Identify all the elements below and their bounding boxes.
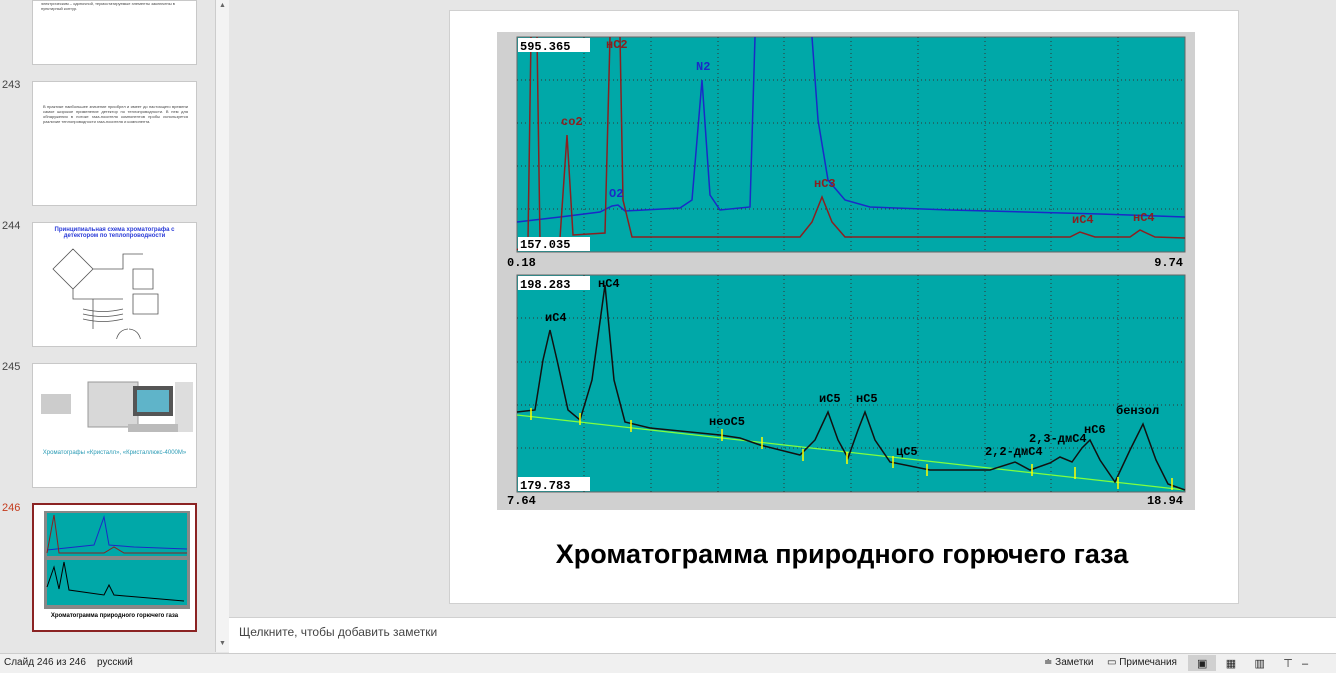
schematic	[52, 248, 159, 346]
peak-label: нС3	[814, 177, 836, 191]
peak-label: O2	[609, 187, 623, 201]
axis-label: 179.783	[520, 479, 570, 493]
thumbnail[interactable]: электрическим – одиночной, термостатируе…	[32, 0, 197, 65]
peak-label: нС4	[1133, 211, 1155, 225]
scrollbar[interactable]: ▲ ▼	[215, 0, 229, 652]
photo	[41, 381, 193, 432]
language[interactable]: русский	[97, 657, 133, 668]
mini-chromatogram	[44, 511, 190, 609]
axis-label: 9.74	[1154, 256, 1183, 270]
view-icons[interactable]: ▣ ▦ ▥ ⊤ –	[1197, 658, 1309, 670]
slide: 595.365 157.035 0.18 9.74 со2 нС2 N2 O2 …	[449, 10, 1239, 604]
peak-label: неоС5	[709, 415, 745, 429]
comments-button[interactable]: ▭ Примечания	[1107, 657, 1177, 668]
slide-number: 244	[2, 220, 21, 232]
peak-label: N2	[696, 60, 710, 74]
peak-label: иС4	[1072, 213, 1094, 227]
notes-button[interactable]: ≐ Заметки	[1044, 657, 1094, 668]
peak-label: 2,2-дмС4	[985, 445, 1043, 459]
peak-label: бензол	[1116, 403, 1159, 418]
thumbnail-selected[interactable]: Хроматограмма природного горючего газа	[32, 503, 197, 632]
status-bar	[0, 653, 1336, 673]
slide-number: 245	[2, 361, 21, 373]
button-label: Заметки	[1055, 657, 1094, 668]
peak-label: нС6	[1084, 423, 1106, 437]
thumbnail-text: В практике наибольшее значение приобрел …	[43, 104, 188, 124]
thumbnail[interactable]: Принципиальная схема хроматографа с дете…	[32, 222, 197, 347]
notes-placeholder: Щелкните, чтобы добавить заметки	[239, 625, 438, 639]
slide-counter: Слайд 246 из 246	[4, 657, 86, 668]
peak-label: цС5	[896, 445, 918, 459]
peak-label: нС4	[598, 277, 620, 291]
thumbnail-caption: Хроматограмма природного горючего газа	[50, 613, 179, 619]
slide-number: 243	[2, 79, 21, 91]
peak-label: нС5	[856, 392, 878, 406]
axis-label: 595.365	[520, 40, 570, 54]
thumbnail-caption: Хроматографы «Кристалл», «Кристаллюкс-40…	[42, 450, 187, 456]
thumbnail[interactable]: В практике наибольшее значение приобрел …	[32, 81, 197, 206]
slide-title: Хроматограмма природного горючего газа	[556, 539, 1129, 569]
peak-label: 2,3-дмС4	[1029, 432, 1087, 446]
peak-label: нС2	[606, 38, 628, 52]
axis-label: 0.18	[507, 256, 536, 270]
axis-label: 7.64	[507, 494, 536, 508]
thumbnail-text: электрическим – одиночной, термостатируе…	[41, 1, 175, 11]
peak-label: иС5	[819, 392, 841, 406]
chromatogram-image: 595.365 157.035 0.18 9.74 со2 нС2 N2 O2 …	[497, 32, 1195, 569]
axis-label: 157.035	[520, 238, 570, 252]
notes-pane[interactable]: Щелкните, чтобы добавить заметки	[229, 617, 1336, 654]
slide-number: 246	[2, 502, 21, 514]
thumbnail[interactable]: Хроматографы «Кристалл», «Кристаллюкс-40…	[32, 363, 197, 488]
axis-label: 18.94	[1147, 494, 1183, 508]
axis-label: 198.283	[520, 278, 570, 292]
normal-view-button[interactable]	[1188, 655, 1216, 671]
button-label: Примечания	[1119, 657, 1177, 668]
peak-label: иС4	[545, 311, 567, 325]
peak-label: со2	[561, 115, 583, 129]
thumbnail-title: Принципиальная схема хроматографа с дете…	[54, 227, 175, 239]
